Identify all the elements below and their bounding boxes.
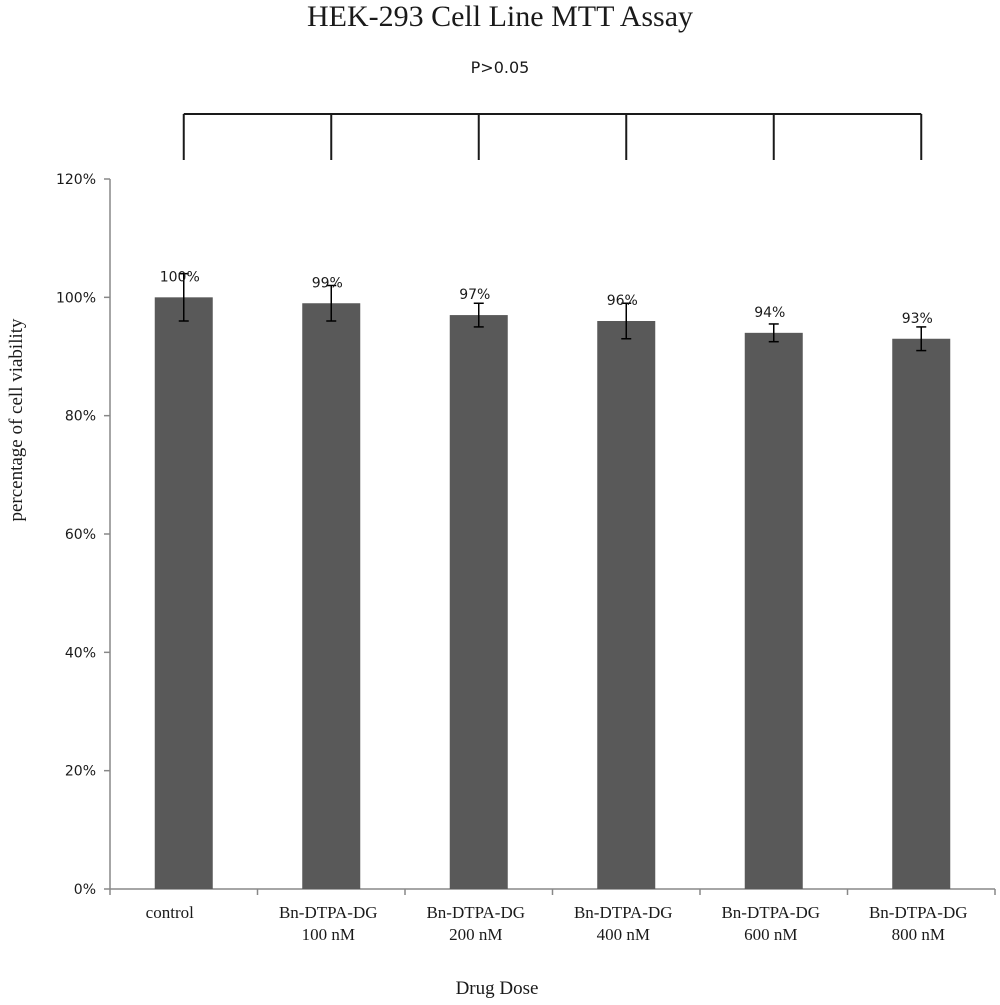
y-tick-label: 100% bbox=[56, 290, 96, 306]
data-label: 96% bbox=[607, 293, 638, 309]
x-tick-label: 800 nM bbox=[892, 925, 945, 944]
y-tick-label: 0% bbox=[74, 882, 96, 898]
bar bbox=[449, 315, 508, 889]
x-tick-label: control bbox=[146, 903, 194, 922]
significance-label: P>0.05 bbox=[470, 58, 530, 77]
y-axis-title: percentage of cell viability bbox=[6, 318, 27, 522]
bar bbox=[154, 297, 213, 889]
x-tick-label: 400 nM bbox=[597, 925, 650, 944]
bar bbox=[744, 332, 803, 889]
y-tick-label: 20% bbox=[65, 764, 96, 780]
x-tick-label: Bn-DTPA-DG bbox=[426, 903, 525, 922]
y-tick-label: 120% bbox=[56, 172, 96, 188]
y-tick-label: 40% bbox=[65, 645, 96, 661]
data-label: 100% bbox=[160, 269, 200, 285]
x-tick-label: Bn-DTPA-DG bbox=[721, 903, 820, 922]
data-label: 93% bbox=[902, 311, 933, 327]
x-tick-label: Bn-DTPA-DG bbox=[869, 903, 968, 922]
bar bbox=[302, 303, 361, 889]
x-tick-label: 200 nM bbox=[449, 925, 502, 944]
x-tick-label: 100 nM bbox=[302, 925, 355, 944]
bar bbox=[892, 338, 951, 889]
x-axis-title: Drug Dose bbox=[456, 978, 539, 999]
chart-title: HEK-293 Cell Line MTT Assay bbox=[306, 0, 694, 33]
data-label: 97% bbox=[459, 287, 490, 303]
y-tick-label: 80% bbox=[65, 409, 96, 425]
x-tick-label: Bn-DTPA-DG bbox=[279, 903, 378, 922]
bar bbox=[597, 321, 656, 889]
y-tick-label: 60% bbox=[65, 527, 96, 543]
x-tick-label: Bn-DTPA-DG bbox=[574, 903, 673, 922]
data-label: 99% bbox=[312, 275, 343, 291]
data-label: 94% bbox=[754, 305, 785, 321]
x-tick-label: 600 nM bbox=[744, 925, 797, 944]
